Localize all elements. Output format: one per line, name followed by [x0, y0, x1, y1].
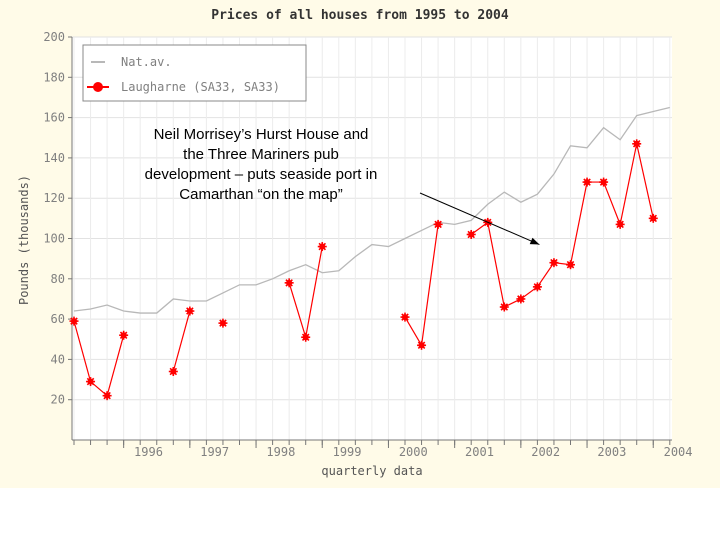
chart-title: Prices of all houses from 1995 to 2004	[211, 8, 509, 23]
y-tick-label: 80	[51, 272, 65, 286]
x-year-label: 1996	[134, 445, 163, 459]
annotation-arrow-line	[419, 192, 540, 245]
laugharne-data-point	[168, 366, 178, 376]
series-line-national-average	[73, 106, 670, 314]
laugharne-data-point	[582, 177, 592, 187]
y-tick-label: 140	[43, 151, 65, 165]
laugharne-data-point	[566, 260, 575, 270]
legend-label-national-average: Nat.av.	[121, 55, 172, 69]
series-line-laugharne	[73, 320, 125, 397]
laugharne-data-point	[549, 258, 559, 268]
laugharne-data-point	[466, 229, 476, 239]
annotation-text-line: Neil Morrisey’s Hurst House and	[154, 126, 369, 143]
laugharne-data-point	[632, 139, 642, 149]
laugharne-data-point	[284, 278, 294, 288]
laugharne-data-point	[532, 282, 542, 292]
laugharne-data-point	[400, 312, 410, 322]
laugharne-data-point	[615, 219, 625, 229]
series-line-laugharne	[470, 143, 654, 308]
laugharne-data-point	[102, 391, 112, 401]
y-tick-label: 60	[51, 312, 65, 326]
series-line-laugharne	[172, 310, 191, 372]
laugharne-data-point	[69, 316, 79, 326]
laugharne-data-point	[433, 219, 443, 229]
y-tick-label: 20	[51, 393, 65, 407]
laugharne-data-point	[119, 330, 129, 340]
laugharne-data-point	[599, 177, 609, 187]
y-axis-label: Pounds (thousands)	[17, 175, 31, 305]
y-tick-label: 40	[51, 352, 65, 366]
laugharne-data-point	[185, 306, 195, 316]
x-year-label: 1998	[266, 445, 295, 459]
x-year-label: 1999	[333, 445, 362, 459]
x-year-label: 2000	[399, 445, 428, 459]
legend-swatch-laugharne-marker	[93, 82, 103, 92]
laugharne-data-point	[301, 332, 311, 342]
annotation-arrowhead	[529, 237, 540, 245]
x-year-label: 2001	[465, 445, 494, 459]
laugharne-data-point	[499, 302, 509, 312]
laugharne-data-point	[317, 242, 327, 252]
laugharne-data-point	[218, 318, 228, 328]
x-year-label: 2003	[597, 445, 626, 459]
x-year-label: 1997	[200, 445, 229, 459]
laugharne-data-point	[86, 377, 96, 387]
x-axis-label: quarterly data	[321, 464, 422, 478]
laugharne-data-point	[417, 340, 427, 350]
annotation-text-line: Camarthan “on the map”	[179, 186, 342, 203]
x-year-label: 2002	[531, 445, 560, 459]
y-tick-label: 200	[43, 30, 65, 44]
y-tick-label: 100	[43, 232, 65, 246]
legend-box	[82, 44, 307, 102]
y-tick-label: 160	[43, 111, 65, 125]
annotation-text-line: the Three Mariners pub	[183, 146, 339, 163]
x-year-label: 2004	[664, 445, 693, 459]
laugharne-data-point	[648, 213, 658, 223]
legend-label-laugharne: Laugharne (SA33, SA33)	[121, 80, 280, 94]
annotation-text-line: development – puts seaside port in	[145, 166, 378, 183]
laugharne-data-point	[516, 294, 526, 304]
y-tick-label: 180	[43, 70, 65, 84]
y-tick-label: 120	[43, 191, 65, 205]
